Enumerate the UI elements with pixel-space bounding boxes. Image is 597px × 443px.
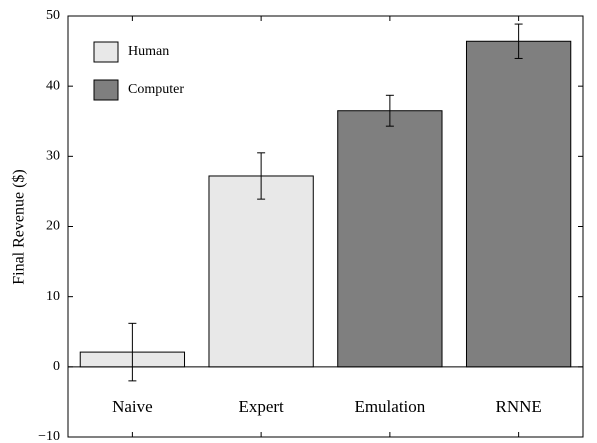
error-bar bbox=[514, 23, 523, 59]
y-tick-label: 40 bbox=[46, 78, 60, 93]
x-tick-label: Naive bbox=[112, 397, 153, 416]
x-tick-label: Expert bbox=[238, 397, 284, 416]
y-tick-label: 30 bbox=[46, 149, 60, 164]
bar bbox=[208, 175, 314, 368]
bar bbox=[337, 110, 443, 368]
x-tick-label: Emulation bbox=[354, 397, 425, 416]
legend-label: Computer bbox=[128, 82, 184, 97]
y-tick-label: 0 bbox=[53, 359, 60, 374]
legend-swatch bbox=[93, 41, 119, 63]
legend-swatch bbox=[93, 79, 119, 101]
error-bar bbox=[128, 322, 137, 382]
error-bar bbox=[385, 94, 394, 127]
y-tick-label: 20 bbox=[46, 219, 60, 234]
y-tick-label: −10 bbox=[38, 429, 60, 443]
error-bar bbox=[257, 152, 266, 200]
plot-frame bbox=[67, 15, 584, 438]
y-tick-label: 50 bbox=[46, 8, 60, 23]
y-axis-label: Final Revenue ($) bbox=[11, 169, 28, 285]
y-tick-label: 10 bbox=[46, 289, 60, 304]
legend-label: Human bbox=[128, 44, 169, 59]
bar bbox=[465, 40, 572, 368]
x-tick-label: RNNE bbox=[495, 397, 541, 416]
